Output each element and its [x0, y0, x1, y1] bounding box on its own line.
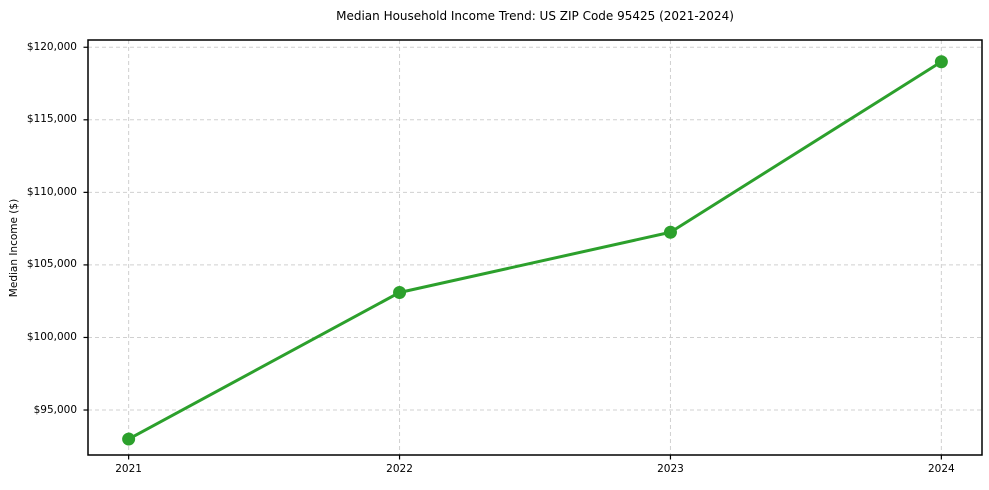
x-tick-label: 2022 — [386, 463, 413, 475]
data-point-2024 — [934, 55, 948, 69]
x-tick-label: 2024 — [927, 463, 955, 475]
y-tick-label: $100,000 — [26, 330, 77, 343]
data-point-2021 — [122, 432, 136, 446]
y-tick-label: $105,000 — [26, 258, 77, 271]
y-tick-label: $115,000 — [26, 113, 77, 126]
y-tick-label: $95,000 — [33, 403, 77, 416]
data-point-2023 — [663, 225, 677, 239]
plot-border — [87, 39, 983, 456]
y-tick-label: $120,000 — [26, 40, 77, 53]
y-tick-label: $110,000 — [26, 185, 77, 198]
chart-title: Median Household Income Trend: US ZIP Co… — [336, 9, 734, 23]
x-tick-label: 2023 — [657, 463, 684, 475]
data-point-2022 — [393, 285, 407, 299]
x-tick-label: 2021 — [115, 463, 142, 475]
trend-line — [127, 60, 943, 441]
